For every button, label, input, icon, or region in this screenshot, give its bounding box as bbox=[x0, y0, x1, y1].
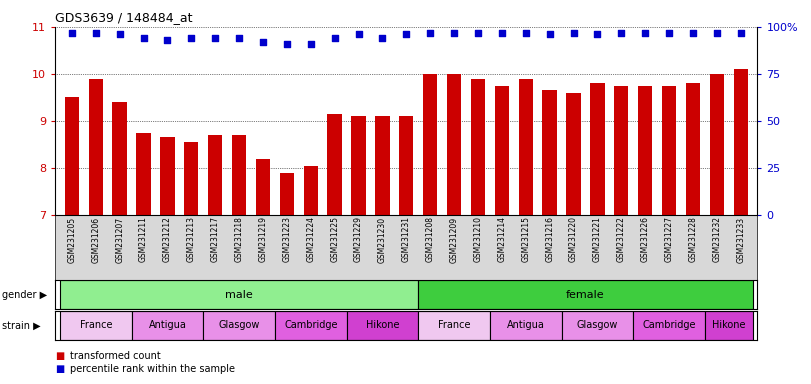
Text: Hikone: Hikone bbox=[712, 320, 745, 331]
Bar bbox=[561, 311, 633, 340]
Point bbox=[710, 30, 723, 36]
Bar bbox=[208, 135, 222, 215]
Point bbox=[137, 35, 150, 41]
Bar bbox=[255, 159, 270, 215]
Bar bbox=[60, 311, 131, 340]
Point bbox=[328, 35, 341, 41]
Bar bbox=[275, 311, 346, 340]
Bar bbox=[113, 102, 127, 215]
Bar bbox=[136, 133, 151, 215]
Bar bbox=[232, 135, 247, 215]
Bar bbox=[418, 311, 490, 340]
Point bbox=[376, 35, 389, 41]
Text: ■: ■ bbox=[55, 351, 64, 361]
Bar bbox=[351, 116, 366, 215]
Bar bbox=[662, 86, 676, 215]
Text: ■: ■ bbox=[55, 364, 64, 374]
Bar bbox=[303, 166, 318, 215]
Bar bbox=[161, 137, 174, 215]
Text: Cambridge: Cambridge bbox=[284, 320, 337, 331]
Bar bbox=[418, 280, 753, 309]
Point bbox=[686, 30, 699, 36]
Text: Glasgow: Glasgow bbox=[577, 320, 618, 331]
Bar bbox=[518, 79, 533, 215]
Point bbox=[543, 31, 556, 38]
Bar bbox=[346, 311, 418, 340]
Text: gender ▶: gender ▶ bbox=[2, 290, 48, 300]
Point bbox=[615, 30, 628, 36]
Text: Hikone: Hikone bbox=[366, 320, 399, 331]
Bar bbox=[590, 83, 604, 215]
Text: GDS3639 / 148484_at: GDS3639 / 148484_at bbox=[55, 11, 193, 24]
Bar bbox=[423, 74, 437, 215]
Bar bbox=[614, 86, 629, 215]
Bar bbox=[65, 98, 79, 215]
Bar bbox=[280, 173, 294, 215]
Point bbox=[281, 41, 294, 47]
Bar bbox=[705, 311, 753, 340]
Bar bbox=[543, 90, 557, 215]
Point bbox=[663, 30, 676, 36]
Bar bbox=[686, 83, 700, 215]
Bar bbox=[734, 69, 748, 215]
Point bbox=[639, 30, 652, 36]
Point bbox=[161, 37, 174, 43]
Text: Antigua: Antigua bbox=[148, 320, 187, 331]
Bar bbox=[328, 114, 341, 215]
Point bbox=[233, 35, 246, 41]
Bar bbox=[399, 116, 414, 215]
Point bbox=[89, 30, 102, 36]
Bar bbox=[495, 86, 509, 215]
Bar bbox=[566, 93, 581, 215]
Text: percentile rank within the sample: percentile rank within the sample bbox=[70, 364, 234, 374]
Point bbox=[519, 30, 532, 36]
Point bbox=[114, 31, 127, 38]
Text: France: France bbox=[79, 320, 112, 331]
Bar bbox=[490, 311, 561, 340]
Point bbox=[400, 31, 413, 38]
Bar bbox=[447, 74, 461, 215]
Point bbox=[496, 30, 508, 36]
Point bbox=[66, 30, 79, 36]
Text: female: female bbox=[566, 290, 605, 300]
Bar bbox=[184, 142, 199, 215]
Bar bbox=[60, 280, 418, 309]
Bar bbox=[471, 79, 485, 215]
Text: transformed count: transformed count bbox=[70, 351, 161, 361]
Point bbox=[448, 30, 461, 36]
Point bbox=[591, 31, 604, 38]
Point bbox=[352, 31, 365, 38]
Bar bbox=[375, 116, 389, 215]
Text: male: male bbox=[225, 290, 253, 300]
Text: Antigua: Antigua bbox=[507, 320, 545, 331]
Point bbox=[423, 30, 436, 36]
Text: strain ▶: strain ▶ bbox=[2, 320, 41, 331]
Bar bbox=[710, 74, 724, 215]
Text: Cambridge: Cambridge bbox=[642, 320, 696, 331]
Bar bbox=[638, 86, 652, 215]
Bar bbox=[88, 79, 103, 215]
Bar bbox=[204, 311, 275, 340]
Point bbox=[567, 30, 580, 36]
Point bbox=[256, 39, 269, 45]
Point bbox=[471, 30, 484, 36]
Point bbox=[734, 30, 747, 36]
Bar bbox=[131, 311, 204, 340]
Text: Glasgow: Glasgow bbox=[218, 320, 260, 331]
Point bbox=[304, 41, 317, 47]
Text: France: France bbox=[438, 320, 470, 331]
Point bbox=[208, 35, 221, 41]
Bar bbox=[633, 311, 705, 340]
Point bbox=[185, 35, 198, 41]
